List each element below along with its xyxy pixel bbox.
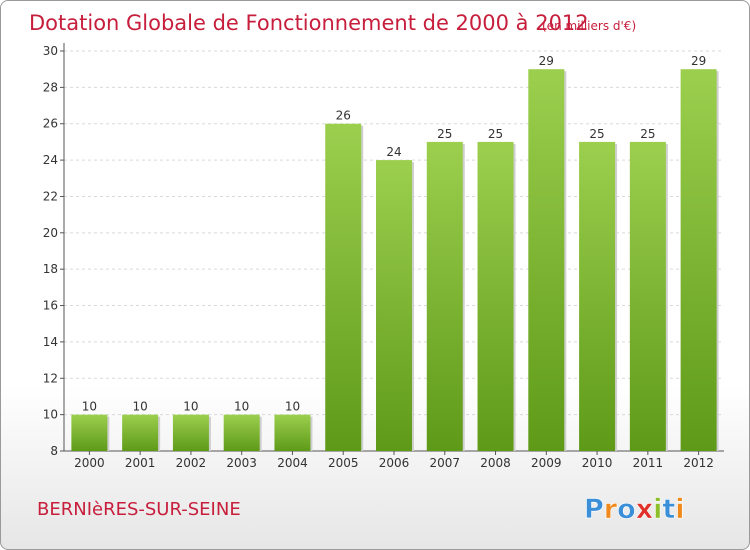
- bars: [71, 69, 719, 452]
- x-tick-label-2000: 2000: [74, 456, 105, 470]
- bar-2006: [376, 160, 412, 451]
- x-tick-label-2009: 2009: [531, 456, 562, 470]
- bar-2000: [71, 414, 108, 451]
- commune-name: BERNIèRES-SUR-SEINE: [37, 499, 241, 520]
- x-tick-label-2004: 2004: [277, 456, 308, 470]
- data-label-2002: 10: [183, 400, 198, 414]
- x-tick-label-2012: 2012: [683, 456, 714, 470]
- data-label-2005: 26: [336, 109, 351, 123]
- bar-2008: [477, 141, 514, 451]
- y-tick-label: 26: [43, 117, 58, 131]
- proxiti-logo: Proxiti: [584, 494, 685, 525]
- data-label-2004: 10: [285, 400, 300, 414]
- y-tick-label: 20: [43, 226, 58, 240]
- y-tick-label: 16: [43, 299, 58, 313]
- bar-2005: [325, 123, 362, 452]
- x-tick-label-2002: 2002: [176, 456, 207, 470]
- data-label-2000: 10: [82, 400, 97, 414]
- proxiti-logo-letter: r: [604, 494, 618, 525]
- data-label-2001: 10: [133, 400, 148, 414]
- data-label-2010: 25: [589, 127, 604, 141]
- y-tick-label: 24: [43, 153, 58, 167]
- bar-2001: [122, 414, 159, 451]
- y-tick-labels: 8 10 12 14 16 18 20 22 24 26 28 30: [43, 44, 58, 458]
- chart-subtitle: (en milliers d'€): [542, 19, 636, 33]
- bar-2010: [579, 141, 616, 451]
- x-tick-labels: 2000 2001 2002 2003 2004 2005 2006 2007 2008 2009…: [74, 451, 714, 470]
- proxiti-logo-letter: t: [662, 494, 675, 525]
- x-tick-label-2007: 2007: [429, 456, 460, 470]
- proxiti-logo-letter: i: [653, 494, 662, 525]
- chart-title: Dotation Globale de Fonctionnement de 20…: [29, 11, 589, 35]
- x-tick-label-2006: 2006: [379, 456, 410, 470]
- y-tick-label: 14: [43, 335, 58, 349]
- data-label-2008: 25: [488, 127, 503, 141]
- y-tick-label: 10: [43, 408, 58, 422]
- y-tick-label: 28: [43, 80, 58, 94]
- x-tick-label-2008: 2008: [480, 456, 511, 470]
- proxiti-logo-letter: x: [636, 494, 653, 525]
- bar-2009: [528, 69, 565, 451]
- bar-2007: [426, 141, 463, 451]
- data-label-2011: 25: [640, 127, 655, 141]
- x-tick-label-2001: 2001: [125, 456, 156, 470]
- x-tick-label-2011: 2011: [633, 456, 664, 470]
- data-label-2006: 24: [386, 145, 401, 159]
- bar-2011: [629, 141, 666, 451]
- data-labels: 10 10 10 10 10 26 24 25 25 29 25 25 29: [82, 54, 707, 413]
- y-tick-label: 12: [43, 371, 58, 385]
- data-label-2003: 10: [234, 400, 249, 414]
- y-tick-label: 30: [43, 44, 58, 58]
- y-tick-label: 18: [43, 262, 58, 276]
- data-label-2007: 25: [437, 127, 452, 141]
- x-tick-label-2010: 2010: [582, 456, 613, 470]
- bar-2003: [223, 414, 260, 451]
- data-label-2012: 29: [691, 54, 706, 68]
- data-label-2009: 29: [539, 54, 554, 68]
- bar-2002: [172, 414, 209, 451]
- bar-2004: [274, 414, 311, 451]
- proxiti-logo-letter: P: [584, 494, 604, 525]
- x-tick-label-2003: 2003: [226, 456, 257, 470]
- y-tick-label: 22: [43, 189, 58, 203]
- proxiti-logo-letter: i: [675, 494, 684, 525]
- proxiti-logo-letter: o: [617, 494, 636, 525]
- bar-2012: [680, 69, 717, 451]
- y-tick-label: 8: [50, 444, 58, 458]
- x-tick-label-2005: 2005: [328, 456, 359, 470]
